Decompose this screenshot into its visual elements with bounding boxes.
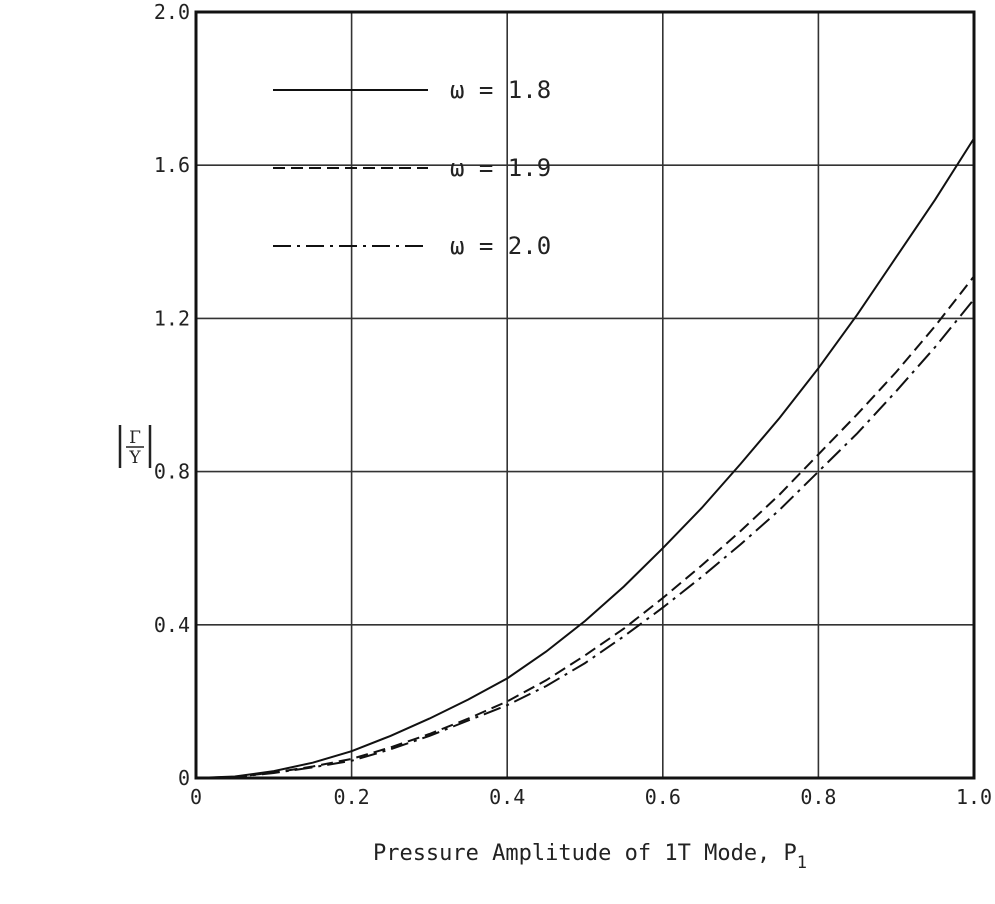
- y-tick-label-3: 1.2: [154, 306, 190, 330]
- series-line-1: [195, 137, 975, 779]
- y-label-denominator: Y: [128, 448, 141, 468]
- y-tick-label-0: 0: [178, 766, 190, 790]
- plot-frame: [194, 10, 976, 780]
- y-tick-label-1: 0.4: [154, 613, 190, 637]
- grid-lines: [196, 12, 974, 778]
- x-label-text: Pressure Amplitude of 1T Mode, P1: [373, 841, 807, 873]
- y-tick-label-5: 2.0: [154, 0, 190, 24]
- series-line-3: [195, 298, 975, 779]
- legend-label-2: ω = 1.9: [450, 154, 551, 182]
- x-tick-label-1: 0.2: [334, 785, 370, 809]
- legend: ω = 1.8 ω = 1.9 ω = 2.0: [273, 76, 551, 260]
- legend-label-3: ω = 2.0: [450, 232, 551, 260]
- y-tick-label-2: 0.8: [154, 460, 190, 484]
- x-tick-label-3: 0.6: [645, 785, 681, 809]
- y-tick-label-4: 1.6: [154, 153, 190, 177]
- y-label-numerator: Γ: [129, 428, 141, 448]
- x-tick-label-0: 0: [190, 785, 202, 809]
- x-axis-label: Pressure Amplitude of 1T Mode, P1: [373, 841, 807, 873]
- x-label-main: Pressure Amplitude of 1T Mode, P: [373, 841, 797, 866]
- x-tick-label-5: 1.0: [956, 785, 992, 809]
- data-series: [195, 137, 975, 779]
- x-label-subscript: 1: [797, 853, 807, 873]
- tick-labels: 0 0.2 0.4 0.6 0.8 1.0 0 0.4 0.8 1.2 1.6 2.0: [154, 0, 992, 809]
- legend-label-1: ω = 1.8: [450, 76, 551, 104]
- x-tick-label-4: 0.8: [800, 785, 836, 809]
- x-tick-label-2: 0.4: [489, 785, 525, 809]
- y-axis-label: Γ Y: [118, 425, 152, 468]
- plot-border: [194, 10, 976, 780]
- series-line-2: [195, 275, 975, 779]
